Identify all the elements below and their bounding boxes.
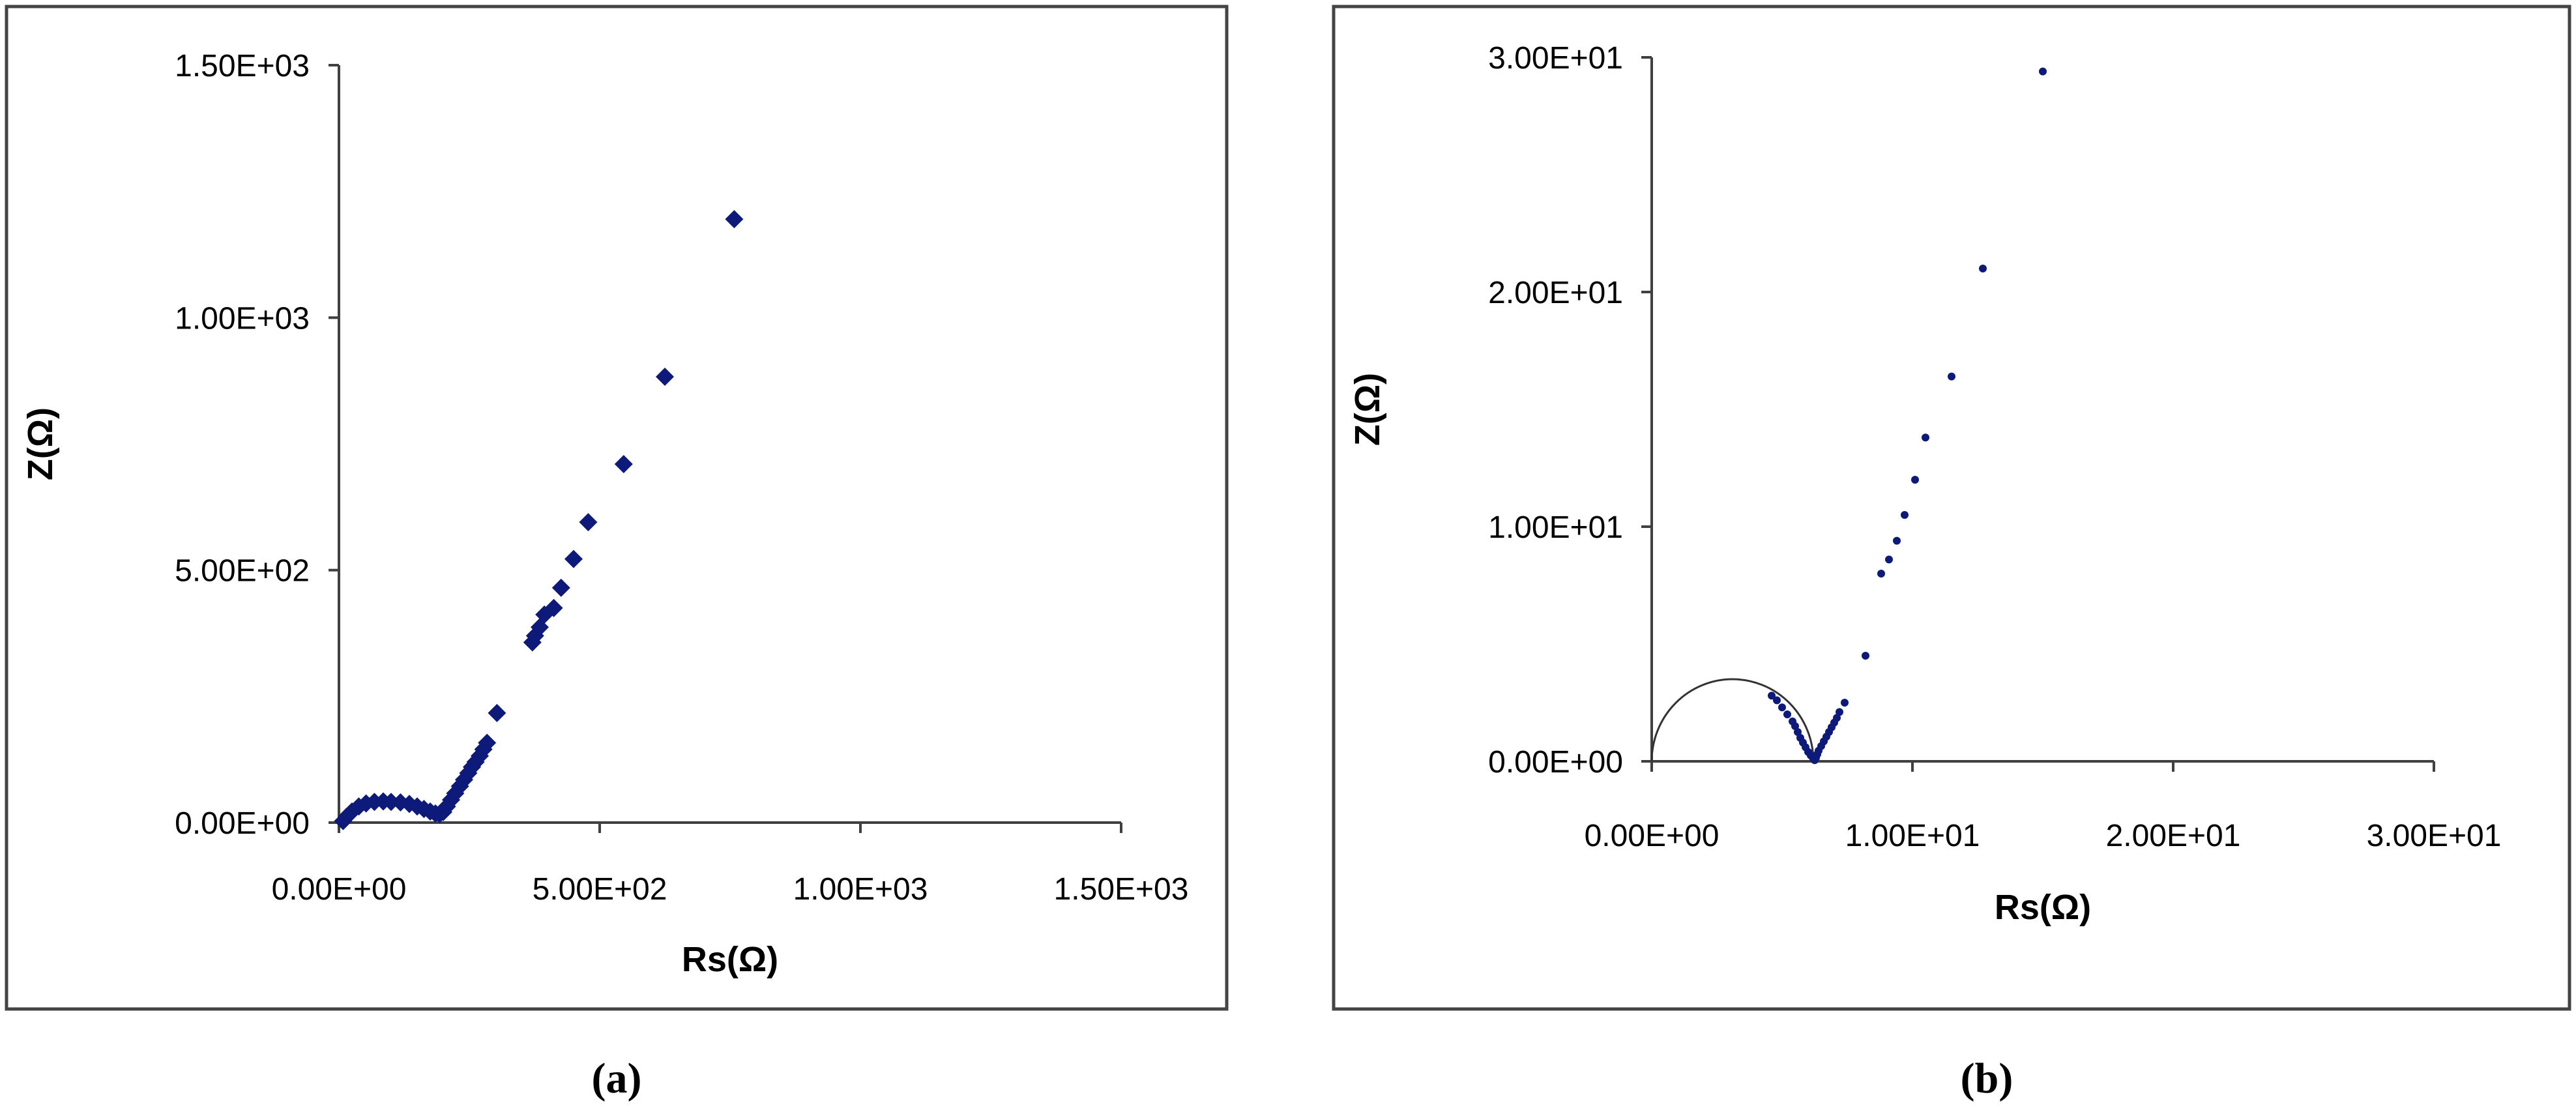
data-point bbox=[1893, 536, 1901, 545]
panel-b-caption: (b) bbox=[1961, 1055, 2013, 1102]
data-point bbox=[1948, 372, 1955, 381]
y-tick-label: 5.00E+02 bbox=[175, 554, 310, 589]
data-point bbox=[1841, 699, 1849, 707]
panel-b-frame bbox=[1332, 5, 2571, 1011]
data-point bbox=[1836, 708, 1843, 716]
data-point bbox=[1773, 696, 1781, 705]
x-tick-label: 0.00E+00 bbox=[272, 872, 407, 907]
y-axis-title: Z(Ω) bbox=[21, 407, 60, 480]
x-axis-title: Rs(Ω) bbox=[682, 940, 778, 979]
x-tick-label: 3.00E+01 bbox=[2367, 819, 2502, 853]
x-tick-label: 2.00E+01 bbox=[2106, 819, 2241, 853]
data-point bbox=[2039, 67, 2047, 76]
fitted-arc bbox=[1650, 678, 1815, 762]
data-point bbox=[1768, 692, 1776, 700]
y-tick-label: 0.00E+00 bbox=[1488, 745, 1623, 780]
data-point bbox=[1979, 265, 1987, 272]
x-axis-title: Rs(Ω) bbox=[1995, 888, 2091, 927]
data-point bbox=[725, 210, 744, 229]
y-tick-label: 2.00E+01 bbox=[1488, 276, 1623, 310]
y-tick-label: 0.00E+00 bbox=[175, 806, 310, 841]
data-point bbox=[551, 578, 570, 597]
x-tick-label: 5.00E+02 bbox=[533, 872, 667, 907]
data-point bbox=[1877, 570, 1885, 578]
x-tick-label: 1.00E+01 bbox=[1845, 819, 1980, 853]
y-axis-title: Z(Ω) bbox=[1348, 373, 1387, 446]
y-tick-label: 1.00E+01 bbox=[1488, 510, 1623, 545]
panel-b: 0.00E+00 1.00E+01 2.00E+01 3.00E+01 0.00E+00… bbox=[1332, 5, 2571, 1102]
data-point bbox=[579, 513, 598, 532]
panel-b-plot: 0.00E+00 1.00E+01 2.00E+01 3.00E+01 0.00E+00… bbox=[1348, 41, 2501, 927]
data-point bbox=[1778, 703, 1786, 712]
data-point bbox=[1833, 714, 1841, 722]
data-point bbox=[564, 549, 583, 568]
panel-a-caption: (a) bbox=[592, 1055, 642, 1102]
data-point bbox=[614, 454, 633, 473]
data-point bbox=[488, 703, 506, 722]
y-tick-label: 1.50E+03 bbox=[175, 49, 310, 83]
panel-a-plot: 0.00E+00 5.00E+02 1.00E+03 1.50E+03 0.00E+00… bbox=[21, 49, 1188, 979]
data-point bbox=[1862, 652, 1869, 660]
data-point bbox=[1922, 433, 1929, 442]
data-point bbox=[1791, 722, 1799, 730]
x-tick-label: 0.00E+00 bbox=[1585, 819, 1720, 853]
data-point bbox=[1885, 555, 1893, 564]
panel-a: 0.00E+00 5.00E+02 1.00E+03 1.50E+03 0.00E+00… bbox=[5, 5, 1229, 1102]
x-tick-label: 1.50E+03 bbox=[1054, 872, 1189, 907]
y-tick-label: 1.00E+03 bbox=[175, 301, 310, 336]
data-point bbox=[544, 598, 563, 617]
data-point bbox=[1794, 728, 1802, 736]
data-point bbox=[1783, 710, 1791, 718]
data-point bbox=[656, 367, 674, 386]
data-point bbox=[1911, 476, 1919, 484]
x-tick-label: 1.00E+03 bbox=[793, 872, 928, 907]
data-point bbox=[478, 733, 497, 752]
y-tick-label: 3.00E+01 bbox=[1488, 41, 1623, 76]
data-point bbox=[1901, 511, 1909, 519]
panel-a-frame bbox=[5, 5, 1229, 1011]
